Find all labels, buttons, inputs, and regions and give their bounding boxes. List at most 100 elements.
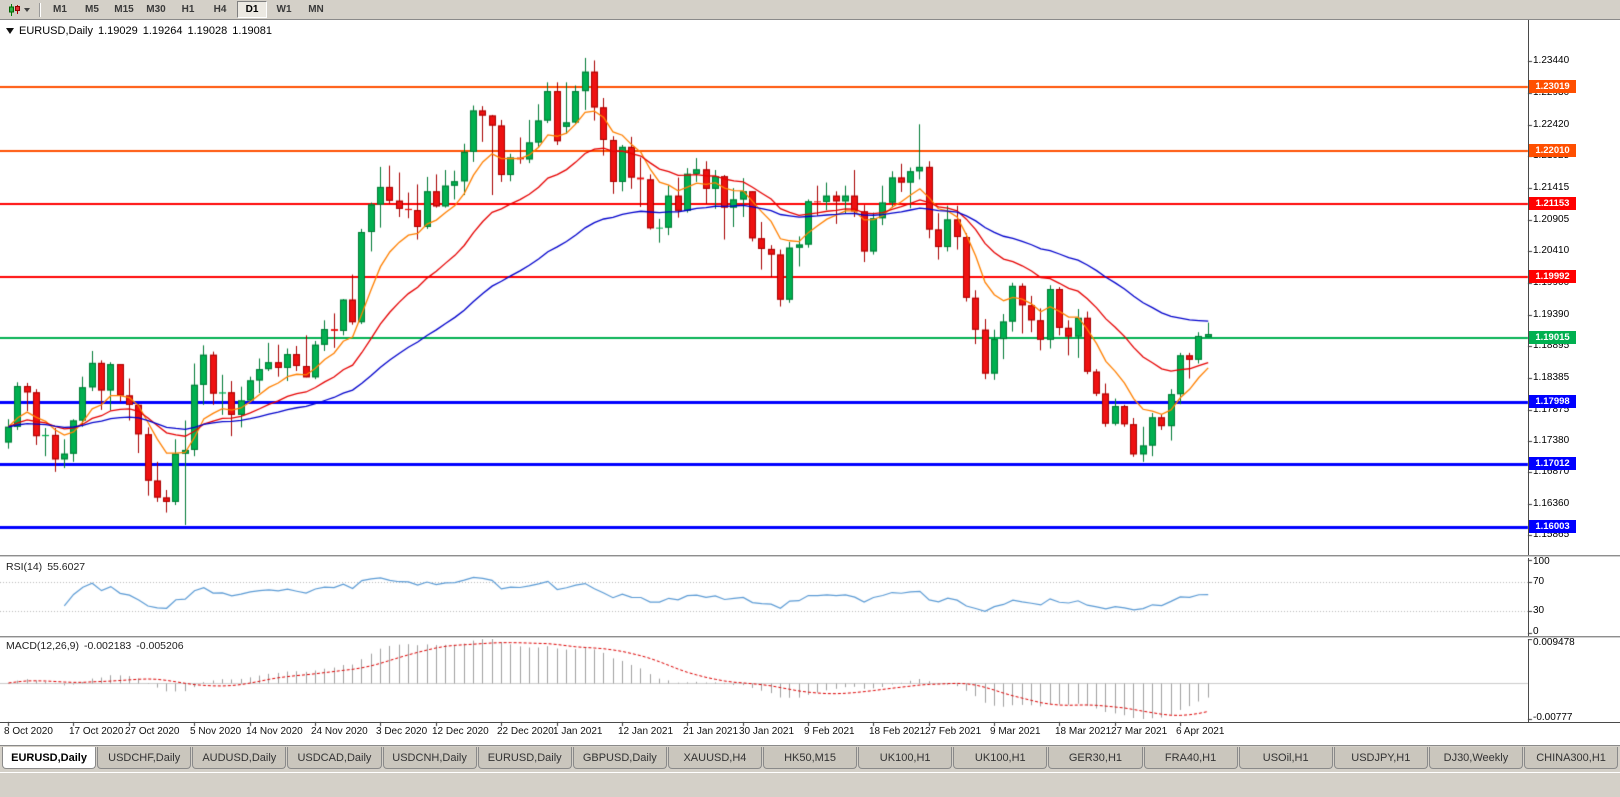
chart-symbol-period: EURUSD,Daily	[19, 25, 93, 37]
chart-tab-13[interactable]: USOil,H1	[1238, 747, 1333, 769]
time-axis-line	[0, 722, 1620, 723]
rsi-value: 55.6027	[47, 561, 86, 573]
chart-tab-10[interactable]: UK100,H1	[953, 747, 1048, 769]
chart-canvas[interactable]	[0, 20, 1620, 745]
chart-title: EURUSD,Daily 1.19029 1.19264 1.19028 1.1…	[6, 25, 272, 37]
timeframe-button-m1[interactable]: M1	[53, 4, 67, 15]
date-axis-label: 27 Feb 2021	[925, 726, 982, 737]
date-axis-label: 9 Mar 2021	[990, 726, 1041, 737]
price-axis-label: 1.20410	[1533, 245, 1570, 256]
ohlc-high: 1.19264	[142, 25, 183, 37]
date-axis-label: 1 Jan 2021	[553, 726, 603, 737]
toolbar: M1 M5 M15 M30 H1 H4 D1 W1 MN	[0, 0, 1620, 20]
date-axis-label: 6 Apr 2021	[1176, 726, 1225, 737]
price-axis-line	[1528, 20, 1529, 722]
chart-tab-1[interactable]: USDCHF,Daily	[97, 747, 192, 769]
date-axis-label: 30 Jan 2021	[739, 726, 795, 737]
chart-tab-0[interactable]: EURUSD,Daily	[2, 747, 97, 769]
date-axis-label: 12 Jan 2021	[618, 726, 674, 737]
timeframe-button-m15[interactable]: M15	[114, 4, 134, 15]
chart-tab-9[interactable]: UK100,H1	[858, 747, 953, 769]
chart-tab-14[interactable]: USDJPY,H1	[1333, 747, 1428, 769]
price-level-tag: 1.16003	[1529, 520, 1576, 533]
chart-menu-icon[interactable]	[6, 28, 14, 34]
timeframe-button-m5[interactable]: M5	[85, 4, 99, 15]
chart-tab-15[interactable]: DJ30,Weekly	[1428, 747, 1523, 769]
chart-tab-8[interactable]: HK50,M15	[763, 747, 858, 769]
price-axis-label: 1.21415	[1533, 182, 1570, 193]
chart-tab-7[interactable]: XAUUSD,H4	[667, 747, 762, 769]
price-axis-label: 1.18385	[1533, 372, 1570, 383]
timeframe-button-mn[interactable]: MN	[308, 4, 324, 15]
chart-tab-11[interactable]: GER30,H1	[1048, 747, 1143, 769]
status-bar	[0, 772, 1620, 797]
macd-axis-label: -0.00777	[1533, 712, 1573, 723]
date-axis-label: 27 Oct 2020	[125, 726, 180, 737]
price-axis-label: 1.15865	[1533, 529, 1570, 540]
ohlc-open: 1.19029	[97, 25, 138, 37]
price-axis-label: 1.18895	[1533, 340, 1570, 351]
date-axis-label: 3 Dec 2020	[376, 726, 428, 737]
macd-value: -0.002183	[83, 640, 132, 652]
rsi-axis-label: 100	[1533, 556, 1550, 567]
chart-tab-5[interactable]: EURUSD,Daily	[477, 747, 572, 769]
date-axis-label: 21 Jan 2021	[683, 726, 739, 737]
date-axis-label: 22 Dec 2020	[497, 726, 554, 737]
date-axis-label: 18 Mar 2021	[1055, 726, 1112, 737]
macd-signal-value: -0.005206	[136, 640, 184, 652]
price-level-tag: 1.17012	[1529, 457, 1576, 470]
candlestick-chart-icon	[9, 3, 20, 16]
price-level-tag: 1.19992	[1529, 270, 1576, 283]
date-axis-label: 9 Feb 2021	[804, 726, 855, 737]
date-axis-label: 14 Nov 2020	[246, 726, 303, 737]
chart-window: EURUSD,Daily 1.19029 1.19264 1.19028 1.1…	[0, 20, 1620, 745]
price-axis-label: 1.22420	[1533, 119, 1570, 130]
price-level-tag: 1.17998	[1529, 395, 1576, 408]
timeframe-buttons: M1 M5 M15 M30 H1 H4 D1 W1 MN	[44, 1, 332, 18]
timeframe-button-h4[interactable]: H4	[213, 4, 227, 15]
macd-label: MACD(12,26,9) -0.002183 -0.005206	[6, 640, 184, 652]
rsi-axis-label: 0	[1533, 626, 1539, 637]
price-level-tag: 1.19015	[1529, 331, 1576, 344]
timeframe-button-m30[interactable]: M30	[146, 4, 166, 15]
price-level-tag: 1.23019	[1529, 80, 1576, 93]
price-axis-label: 1.19390	[1533, 309, 1570, 320]
dropdown-arrow-icon	[24, 7, 30, 12]
chart-tab-4[interactable]: USDCNH,Daily	[382, 747, 477, 769]
date-axis-label: 24 Nov 2020	[311, 726, 368, 737]
date-axis-label: 18 Feb 2021	[869, 726, 926, 737]
chart-tab-3[interactable]: USDCAD,Daily	[287, 747, 382, 769]
date-axis-label: 5 Nov 2020	[190, 726, 242, 737]
date-axis-label: 8 Oct 2020	[4, 726, 53, 737]
ohlc-close: 1.19081	[232, 25, 273, 37]
chart-tab-12[interactable]: FRA40,H1	[1143, 747, 1238, 769]
chart-tab-bar: EURUSD,Daily USDCHF,Daily AUDUSD,Daily USDC…	[0, 745, 1620, 772]
chart-tab-16[interactable]: CHINA300,H1	[1524, 747, 1619, 769]
rsi-axis-label: 70	[1533, 576, 1545, 587]
ohlc-low: 1.19028	[187, 25, 228, 37]
price-level-tag: 1.22010	[1529, 144, 1576, 157]
price-axis-label: 1.17380	[1533, 435, 1570, 446]
rsi-axis-label: 30	[1533, 605, 1545, 616]
toolbar-separator	[39, 2, 40, 17]
price-axis-label: 1.20905	[1533, 214, 1570, 225]
panel-splitter-macd[interactable]	[0, 636, 1620, 639]
chart-type-button[interactable]	[3, 2, 35, 18]
rsi-name: RSI(14)	[6, 561, 43, 573]
price-axis-label: 1.23440	[1533, 55, 1570, 66]
panel-splitter-rsi[interactable]	[0, 555, 1620, 558]
chart-tab-6[interactable]: GBPUSD,Daily	[572, 747, 667, 769]
date-axis-label: 12 Dec 2020	[432, 726, 489, 737]
macd-name: MACD(12,26,9)	[6, 640, 79, 652]
price-axis-label: 1.16360	[1533, 498, 1570, 509]
rsi-label: RSI(14) 55.6027	[6, 561, 85, 573]
timeframe-button-w1[interactable]: W1	[276, 4, 292, 15]
macd-axis-label: 0.009478	[1533, 637, 1575, 648]
price-axis-label: 1.17875	[1533, 404, 1570, 415]
date-axis-label: 27 Mar 2021	[1111, 726, 1168, 737]
date-axis-label: 17 Oct 2020	[69, 726, 124, 737]
timeframe-button-h1[interactable]: H1	[181, 4, 195, 15]
timeframe-button-d1[interactable]: D1	[237, 1, 267, 18]
chart-tab-2[interactable]: AUDUSD,Daily	[192, 747, 287, 769]
